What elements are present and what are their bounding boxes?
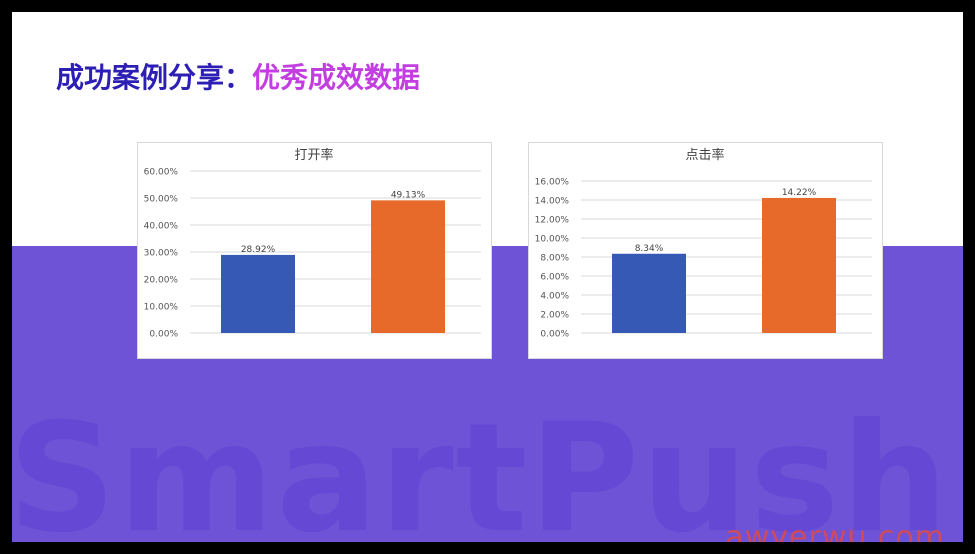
site-watermark: awyerwu.com xyxy=(725,520,945,542)
bar-value-label: 14.22% xyxy=(782,188,817,198)
y-tick-label: 0.00% xyxy=(540,330,569,340)
chart-title: 点击率 xyxy=(685,147,724,163)
brand-watermark: SmartPush xyxy=(12,392,951,542)
y-tick-label: 2.00% xyxy=(540,311,569,321)
y-tick-label: 8.00% xyxy=(540,254,569,264)
y-tick-label: 10.00% xyxy=(535,235,570,245)
chart-title: 打开率 xyxy=(294,147,333,163)
bar xyxy=(221,254,295,333)
y-tick-label: 14.00% xyxy=(535,197,570,207)
open-rate-chart: 打开率 0.00% 10.00% 20.00% 30.00% 40.00% 50.00% 60… xyxy=(137,142,492,359)
y-tick-label: 4.00% xyxy=(540,292,569,302)
title-part2: 优秀成效数据 xyxy=(252,61,421,94)
y-tick-label: 12.00% xyxy=(535,216,570,226)
bar-value-label: 49.13% xyxy=(391,190,426,200)
y-tick-label: 0.00% xyxy=(149,330,178,340)
y-tick-label: 6.00% xyxy=(540,273,569,283)
y-tick-label: 50.00% xyxy=(144,195,179,205)
open-rate-chart-svg: 打开率 0.00% 10.00% 20.00% 30.00% 40.00% 50.00% 60… xyxy=(144,147,481,340)
y-tick-label: 30.00% xyxy=(144,249,179,259)
title-part1: 成功案例分享： xyxy=(56,61,253,94)
bar-value-label: 28.92% xyxy=(241,245,276,255)
slide: SmartPush 成功案例分享：优秀成效数据 打开率 0.00% 10.00% 20… xyxy=(12,12,963,542)
bar xyxy=(371,200,445,333)
y-tick-label: 16.00% xyxy=(535,178,570,188)
bar xyxy=(762,197,836,333)
slide-title: 成功案例分享：优秀成效数据 xyxy=(56,56,420,96)
click-rate-chart: 点击率 0.00% 2.00% 4.00% 6.00% 8.00% 10.00% 12.00%… xyxy=(528,142,883,359)
click-rate-chart-svg: 点击率 0.00% 2.00% 4.00% 6.00% 8.00% 10.00% 12.00%… xyxy=(535,147,872,340)
y-tick-label: 20.00% xyxy=(144,276,179,286)
y-tick-label: 40.00% xyxy=(144,222,179,232)
y-tick-label: 60.00% xyxy=(144,168,179,178)
y-tick-label: 10.00% xyxy=(144,303,179,313)
bar xyxy=(612,253,686,333)
bar-value-label: 8.34% xyxy=(635,244,664,254)
